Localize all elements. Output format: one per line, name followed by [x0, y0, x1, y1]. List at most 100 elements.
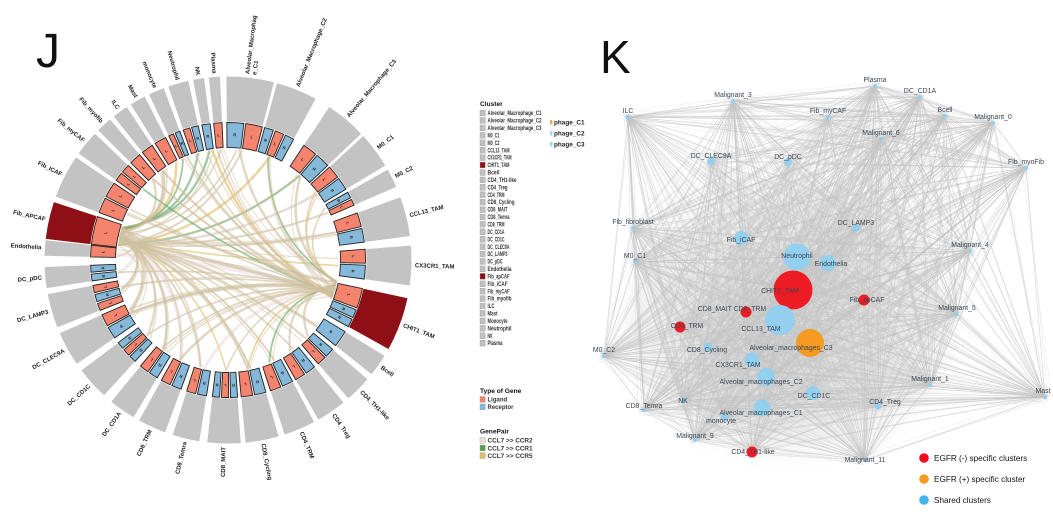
- svg-text:L: L: [273, 141, 278, 147]
- svg-text:Neutrophil: Neutrophil: [781, 253, 813, 260]
- svg-text:ILC: ILC: [110, 99, 121, 111]
- svg-text:Fib_myCAF: Fib_myCAF: [810, 108, 846, 115]
- svg-text:R: R: [179, 373, 184, 379]
- svg-text:CCL13_TAM: CCL13_TAM: [741, 326, 781, 333]
- svg-text:L: L: [322, 177, 328, 183]
- svg-text:Bcell: Bcell: [938, 107, 953, 114]
- svg-text:Alveolar_Macrophage_C3: Alveolar_Macrophage_C3: [488, 126, 542, 132]
- svg-text:L: L: [243, 382, 247, 387]
- svg-text:R: R: [312, 166, 318, 172]
- svg-text:R: R: [105, 293, 111, 297]
- svg-text:Malignant_0: Malignant_0: [974, 114, 1012, 121]
- svg-text:R: R: [329, 188, 335, 193]
- svg-text:CCL7 >> CCR2: CCL7 >> CCR2: [488, 438, 534, 445]
- svg-text:L: L: [269, 375, 274, 381]
- svg-text:L: L: [107, 300, 113, 305]
- svg-text:Mast: Mast: [488, 312, 498, 318]
- svg-text:L: L: [250, 134, 254, 139]
- svg-text:CD8_Cycling: CD8_Cycling: [488, 200, 515, 206]
- svg-text:CD4_Treg: CD4_Treg: [488, 185, 508, 191]
- svg-text:R: R: [127, 335, 133, 340]
- svg-text:R: R: [119, 324, 125, 329]
- svg-text:L: L: [149, 356, 154, 362]
- svg-text:DC_CLEC9A: DC_CLEC9A: [691, 153, 732, 160]
- svg-text:CD8_TRM: CD8_TRM: [488, 223, 505, 229]
- svg-text:Alveolar_macrophages_C1: Alveolar_macrophages_C1: [719, 410, 802, 417]
- svg-text:DC_CD1C: DC_CD1C: [798, 393, 831, 400]
- svg-text:R: R: [350, 269, 355, 272]
- svg-text:Malignant_5: Malignant_5: [938, 305, 976, 312]
- svg-text:Receptor: Receptor: [488, 405, 515, 411]
- svg-text:R: R: [280, 370, 285, 376]
- svg-text:DC_LAMP3: DC_LAMP3: [838, 220, 875, 227]
- svg-text:L: L: [345, 221, 351, 225]
- svg-text:phage_C3: phage_C3: [554, 142, 585, 149]
- svg-text:R: R: [180, 140, 185, 146]
- svg-text:R: R: [196, 135, 200, 141]
- svg-text:Alveolar_Macrophage_C2: Alveolar_Macrophage_C2: [488, 119, 542, 125]
- svg-text:DC_CD1C: DC_CD1C: [488, 237, 505, 243]
- svg-text:ILC: ILC: [623, 108, 634, 115]
- svg-text:CD4_Treg: CD4_Treg: [869, 399, 901, 406]
- svg-text:M0_C2: M0_C2: [488, 141, 500, 147]
- svg-text:CX3CR1_TAM: CX3CR1_TAM: [488, 156, 512, 162]
- svg-text:monocyte: monocyte: [706, 418, 736, 425]
- svg-text:R: R: [328, 329, 334, 334]
- svg-text:L: L: [117, 193, 123, 198]
- svg-text:L: L: [152, 155, 157, 161]
- svg-text:NK: NK: [193, 66, 200, 76]
- svg-text:L: L: [310, 349, 316, 355]
- svg-text:Endothelia: Endothelia: [11, 243, 43, 251]
- svg-text:Fib_apCAF: Fib_apCAF: [488, 274, 510, 280]
- svg-text:ILC: ILC: [488, 304, 495, 310]
- svg-text:L: L: [223, 383, 226, 388]
- svg-text:L: L: [100, 250, 105, 253]
- svg-text:Cluster: Cluster: [480, 101, 503, 108]
- svg-text:M0_C1: M0_C1: [624, 253, 646, 260]
- svg-text:L: L: [103, 231, 109, 235]
- svg-text:CHIT1_TAM: CHIT1_TAM: [761, 288, 799, 295]
- svg-text:DC_CLEC9A: DC_CLEC9A: [488, 245, 510, 251]
- svg-text:Mast: Mast: [126, 84, 138, 99]
- svg-text:DC_pDC: DC_pDC: [17, 275, 42, 283]
- svg-text:EGFR (-) specific clusters: EGFR (-) specific clusters: [934, 454, 1027, 463]
- svg-text:M0_C1: M0_C1: [488, 134, 500, 140]
- svg-text:Alveolar_macrophages_C2: Alveolar_macrophages_C2: [719, 379, 802, 386]
- svg-text:Fib_myoFib: Fib_myoFib: [1008, 159, 1044, 166]
- svg-text:L: L: [112, 312, 118, 317]
- svg-text:R: R: [232, 383, 235, 388]
- svg-text:R: R: [341, 307, 347, 312]
- svg-text:L: L: [346, 293, 352, 297]
- svg-text:CD4_TH1-like: CD4_TH1-like: [731, 449, 774, 456]
- svg-text:Malignant_9: Malignant_9: [676, 433, 714, 440]
- svg-text:Endothelia: Endothelia: [815, 261, 848, 268]
- svg-text:L: L: [300, 157, 305, 163]
- svg-text:L: L: [132, 341, 138, 347]
- svg-text:R: R: [101, 274, 106, 278]
- svg-text:L: L: [103, 284, 109, 288]
- svg-text:R: R: [100, 266, 105, 269]
- svg-text:phage_C2: phage_C2: [554, 131, 585, 138]
- svg-text:L: L: [168, 369, 173, 375]
- svg-text:L: L: [188, 137, 192, 143]
- svg-text:L: L: [351, 255, 356, 258]
- svg-text:Shared clusters: Shared clusters: [934, 496, 991, 505]
- svg-text:CX3CR1_TAM: CX3CR1_TAM: [415, 263, 455, 270]
- svg-text:R: R: [138, 347, 144, 353]
- svg-text:Fib_fibroblast: Fib_fibroblast: [612, 219, 653, 226]
- svg-text:Plasma: Plasma: [864, 77, 887, 84]
- svg-text:NK: NK: [488, 334, 493, 340]
- svg-text:Alveolar_macrophages_C3: Alveolar_macrophages_C3: [749, 345, 832, 352]
- svg-text:Malignant_11: Malignant_11: [845, 457, 886, 464]
- svg-text:Malignant_6: Malignant_6: [862, 130, 900, 137]
- svg-text:GenePair: GenePair: [480, 429, 509, 436]
- svg-text:L: L: [192, 378, 196, 384]
- svg-text:CD8_Cycling: CD8_Cycling: [687, 347, 727, 354]
- svg-text:L: L: [126, 181, 132, 186]
- svg-text:CD8_MAIT: CD8_MAIT: [488, 208, 508, 214]
- svg-text:R: R: [263, 137, 267, 143]
- svg-text:R: R: [202, 380, 206, 385]
- svg-text:R: R: [318, 342, 324, 348]
- svg-text:CCL13_TAM: CCL13_TAM: [488, 148, 510, 154]
- svg-text:CHIT1_TAM: CHIT1_TAM: [488, 163, 510, 169]
